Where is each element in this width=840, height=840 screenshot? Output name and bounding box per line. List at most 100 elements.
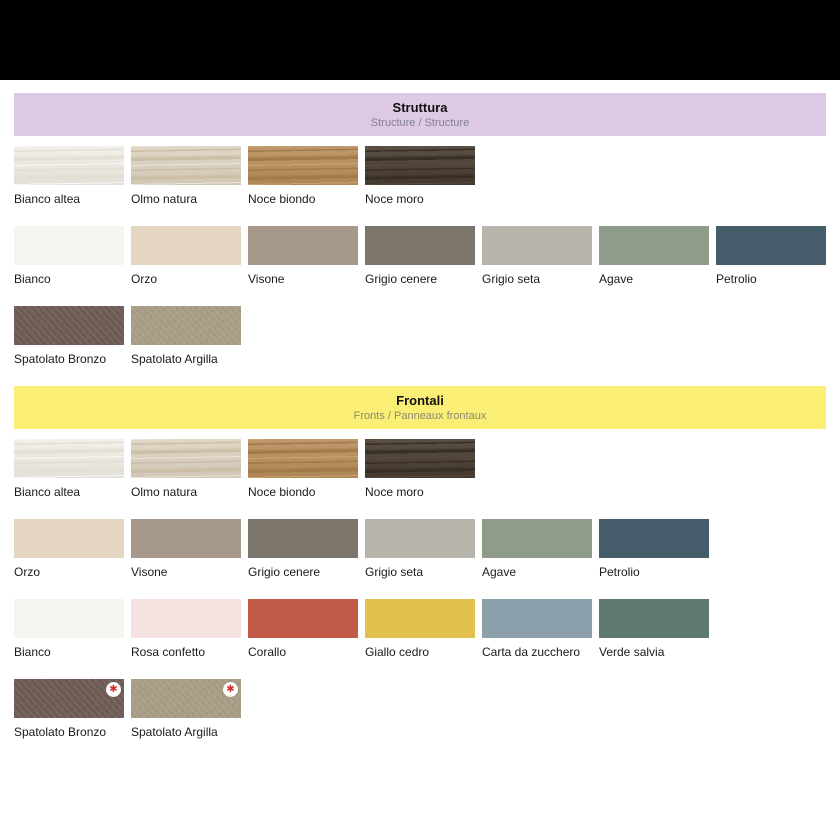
color-swatch: [131, 146, 241, 185]
swatch-row: Spatolato Bronzo Spatolato Argilla: [14, 306, 826, 366]
swatch-item: Olmo natura: [131, 439, 241, 499]
color-swatch: [131, 599, 241, 638]
color-swatch: [365, 146, 475, 185]
swatch-row: ✱ Spatolato Bronzo ✱ Spatolato Argilla: [14, 679, 826, 739]
color-swatch: [131, 306, 241, 345]
color-swatch: [131, 439, 241, 478]
swatch-item: Spatolato Argilla: [131, 306, 241, 366]
color-swatch: [365, 439, 475, 478]
swatch-item: Noce moro: [365, 146, 475, 206]
catalog-page: Struttura Structure / Structure Bianco alt…: [0, 0, 840, 739]
swatch-label: Noce moro: [365, 485, 424, 499]
swatch-item: Agave: [482, 519, 592, 579]
color-swatch: ✱: [131, 679, 241, 718]
swatch-row: Bianco Orzo Visone Grigio cenere Grigio seta…: [14, 226, 826, 286]
star-badge-icon: ✱: [106, 682, 121, 697]
color-swatch: [14, 439, 124, 478]
swatch-label: Olmo natura: [131, 485, 198, 499]
swatch-row: Bianco Rosa confetto Corallo Giallo cedro Ca…: [14, 599, 826, 659]
section-subtitle: Fronts / Panneaux frontaux: [353, 410, 487, 422]
swatch-item: Petrolio: [599, 519, 709, 579]
swatch-item: Bianco altea: [14, 439, 124, 499]
color-swatch: [248, 146, 358, 185]
swatch-label: Grigio cenere: [248, 565, 321, 579]
swatch-row: Orzo Visone Grigio cenere Grigio seta Agave P…: [14, 519, 826, 579]
swatch-label: Noce biondo: [248, 485, 316, 499]
color-swatch: [365, 519, 475, 558]
swatch-item: Olmo natura: [131, 146, 241, 206]
swatch-item: Orzo: [131, 226, 241, 286]
swatch-label: Bianco altea: [14, 192, 81, 206]
swatch-item: Noce moro: [365, 439, 475, 499]
swatch-rows-struttura: Bianco altea Olmo natura Noce biondo Noce m…: [14, 136, 826, 366]
color-swatch: ✱: [14, 679, 124, 718]
color-swatch: [14, 519, 124, 558]
swatch-item: Giallo cedro: [365, 599, 475, 659]
color-swatch: [482, 599, 592, 638]
swatch-label: Bianco: [14, 272, 51, 286]
color-swatch: [482, 519, 592, 558]
color-swatch: [248, 226, 358, 265]
swatch-label: Spatolato Bronzo: [14, 725, 107, 739]
color-swatch: [599, 226, 709, 265]
swatch-item: Bianco altea: [14, 146, 124, 206]
swatch-label: Orzo: [14, 565, 41, 579]
swatch-item: Grigio seta: [482, 226, 592, 286]
swatch-item: Petrolio: [716, 226, 826, 286]
swatch-label: Noce biondo: [248, 192, 316, 206]
swatch-item: Grigio cenere: [365, 226, 475, 286]
star-badge-icon: ✱: [223, 682, 238, 697]
color-swatch: [716, 226, 826, 265]
swatch-row: Bianco altea Olmo natura Noce biondo Noce m…: [14, 146, 826, 206]
swatch-item: Bianco: [14, 226, 124, 286]
swatch-label: Orzo: [131, 272, 158, 286]
color-swatch: [131, 226, 241, 265]
swatch-item: Visone: [131, 519, 241, 579]
swatch-label: Noce moro: [365, 192, 424, 206]
swatch-item: Orzo: [14, 519, 124, 579]
finish-catalog: Struttura Structure / Structure Bianco alt…: [14, 93, 826, 739]
swatch-label: Carta da zucchero: [482, 645, 581, 659]
swatch-label: Verde salvia: [599, 645, 665, 659]
swatch-label: Visone: [248, 272, 285, 286]
swatch-label: Rosa confetto: [131, 645, 206, 659]
swatch-item: ✱ Spatolato Argilla: [131, 679, 241, 739]
color-swatch: [365, 226, 475, 265]
swatch-label: Grigio seta: [365, 565, 424, 579]
swatch-label: Olmo natura: [131, 192, 198, 206]
swatch-item: Visone: [248, 226, 358, 286]
section-header-struttura: Struttura Structure / Structure: [14, 93, 826, 136]
swatch-row: Bianco altea Olmo natura Noce biondo Noce m…: [14, 439, 826, 499]
swatch-item: Verde salvia: [599, 599, 709, 659]
swatch-item: Carta da zucchero: [482, 599, 592, 659]
swatch-label: Corallo: [248, 645, 287, 659]
swatch-item: Noce biondo: [248, 146, 358, 206]
swatch-item: Agave: [599, 226, 709, 286]
swatch-label: Spatolato Argilla: [131, 352, 218, 366]
swatch-label: Bianco: [14, 645, 51, 659]
section-subtitle: Structure / Structure: [370, 117, 470, 129]
color-swatch: [599, 519, 709, 558]
color-swatch: [14, 306, 124, 345]
swatch-label: Petrolio: [599, 565, 640, 579]
swatch-item: Grigio cenere: [248, 519, 358, 579]
section-title: Frontali: [396, 393, 444, 408]
color-swatch: [248, 519, 358, 558]
swatch-label: Giallo cedro: [365, 645, 430, 659]
swatch-item: Grigio seta: [365, 519, 475, 579]
swatch-item: Noce biondo: [248, 439, 358, 499]
swatch-label: Visone: [131, 565, 168, 579]
swatch-item: Corallo: [248, 599, 358, 659]
color-swatch: [248, 439, 358, 478]
swatch-item: Rosa confetto: [131, 599, 241, 659]
section-title: Struttura: [392, 100, 448, 115]
color-swatch: [131, 519, 241, 558]
color-swatch: [482, 226, 592, 265]
swatch-label: Spatolato Bronzo: [14, 352, 107, 366]
swatch-label: Grigio seta: [482, 272, 541, 286]
color-swatch: [599, 599, 709, 638]
top-black-bar: [0, 0, 840, 80]
color-swatch: [14, 599, 124, 638]
swatch-label: Spatolato Argilla: [131, 725, 218, 739]
swatch-item: Bianco: [14, 599, 124, 659]
